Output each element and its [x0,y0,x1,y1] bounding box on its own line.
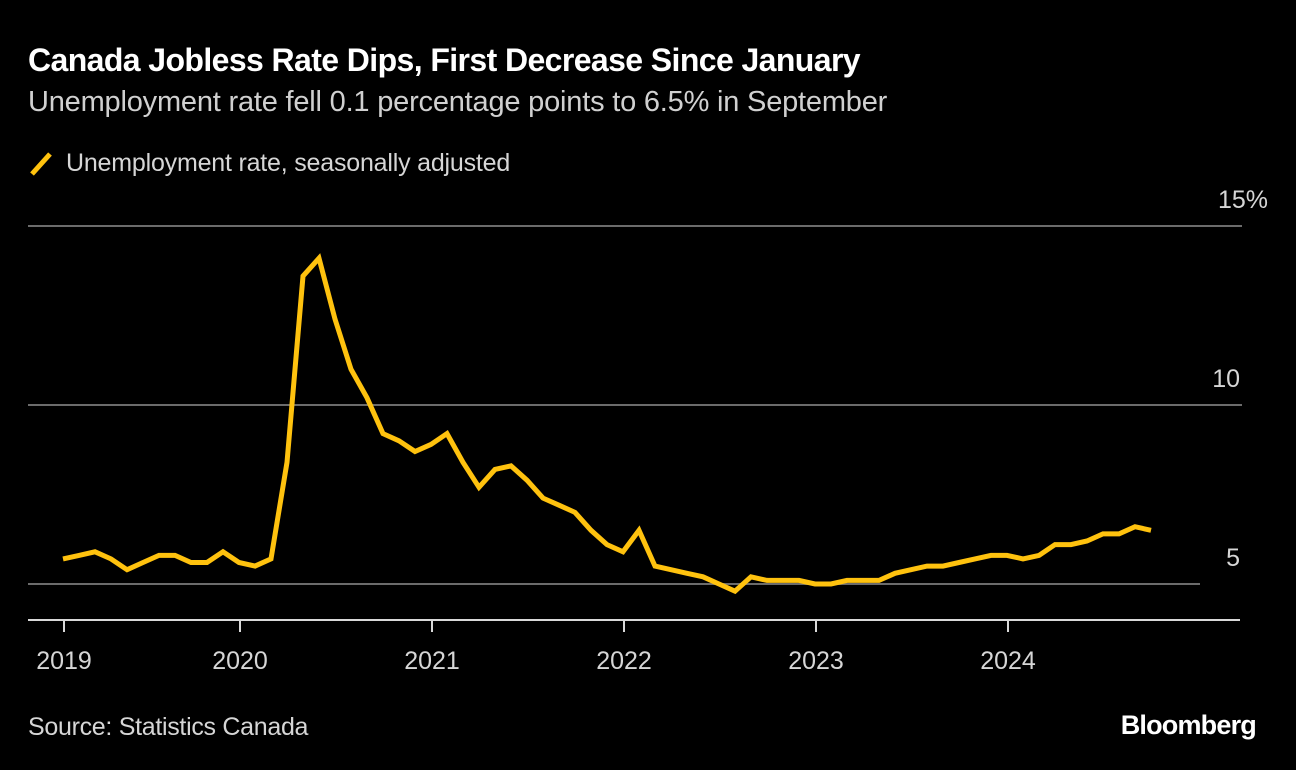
y-tick-label: 5 [1226,544,1240,572]
series-group [62,253,1152,595]
x-tick-label: 2023 [788,647,844,675]
legend: Unemployment rate, seasonally adjusted [28,148,510,178]
gridlines [28,225,1242,585]
diagonal-line-icon [28,148,54,178]
x-tick-label: 2021 [404,647,460,675]
y-axis: 5 10 15% [1212,186,1268,572]
x-tick-label: 2024 [980,647,1036,675]
x-tick-label: 2020 [212,647,268,675]
x-tick-label: 2019 [36,647,92,675]
y-tick-label: 15% [1218,186,1268,214]
legend-label: Unemployment rate, seasonally adjusted [66,148,511,177]
series-line [62,253,1152,595]
y-tick-label: 10 [1212,365,1240,393]
x-tick-label: 2022 [596,647,652,675]
x-axis: 2019 2020 2021 2022 2023 2024 [28,619,1240,675]
chart-subtitle: Unemployment rate fell 0.1 percentage po… [28,86,888,118]
bloomberg-logo: Bloomberg [1120,710,1257,740]
source-note: Source: Statistics Canada [28,713,309,741]
chart-title: Canada Jobless Rate Dips, First Decrease… [28,42,861,78]
